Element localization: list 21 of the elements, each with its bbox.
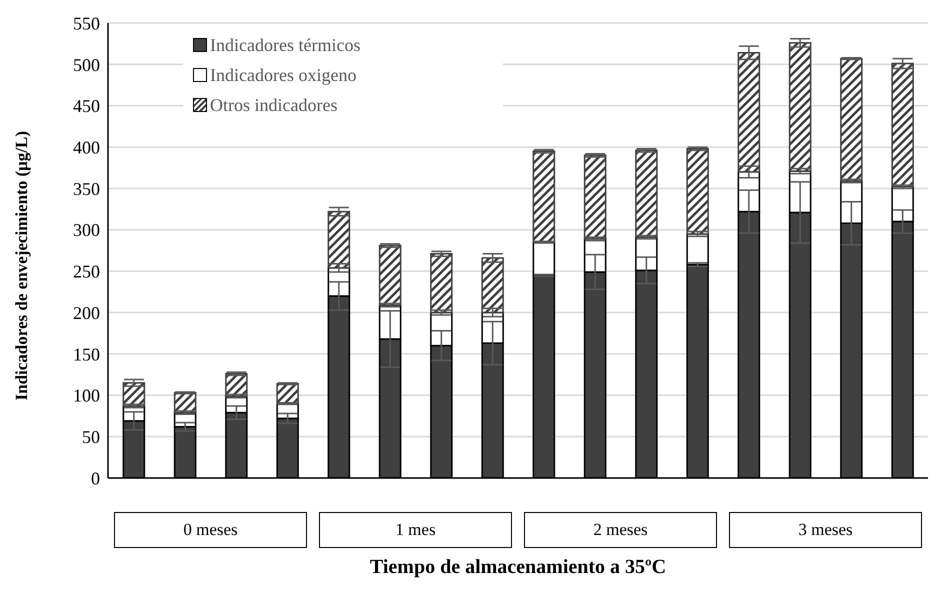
- x-axis-title: Tiempo de almacenamiento a 35ºC: [368, 556, 668, 579]
- group-box: 3 meses: [729, 512, 922, 548]
- y-axis-title: Indicadores de envejecimiento (μg/L): [12, 131, 32, 400]
- y-tick-label: 50: [82, 427, 100, 448]
- group-box: 1 mes: [319, 512, 512, 548]
- y-tick-label: 250: [73, 262, 100, 282]
- y-tick-label: 450: [73, 96, 100, 116]
- group-box: 2 meses: [524, 512, 717, 548]
- y-tick-label: 200: [73, 302, 100, 323]
- y-tick-label: 500: [73, 54, 100, 75]
- y-tick-label: 300: [73, 220, 100, 240]
- y-tick-label: 0: [91, 468, 100, 488]
- y-tick-label: 550: [73, 13, 100, 34]
- y-tick-label: 150: [73, 344, 100, 364]
- legend-label: Indicadores oxigeno: [210, 64, 356, 86]
- legend-label: Otros indicadores: [210, 94, 338, 116]
- legend-label: Indicadores térmicos: [210, 34, 360, 56]
- y-tick-label: 100: [73, 386, 100, 406]
- group-box: 0 meses: [114, 512, 307, 548]
- y-tick-label: 350: [73, 178, 100, 199]
- y-tick-label: 400: [73, 137, 100, 158]
